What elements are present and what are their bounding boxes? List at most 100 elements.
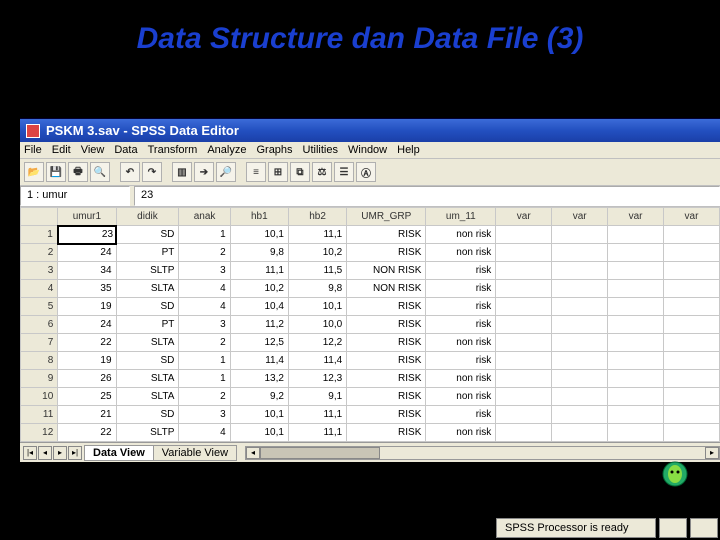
row-header[interactable]: 6 (21, 316, 58, 334)
row-header[interactable]: 3 (21, 262, 58, 280)
cell[interactable]: 12,2 (288, 334, 346, 352)
cell[interactable]: risk (426, 352, 496, 370)
cell[interactable]: risk (426, 316, 496, 334)
cell[interactable]: 11,1 (288, 424, 346, 442)
cell[interactable] (664, 226, 720, 244)
cell[interactable] (496, 244, 552, 262)
cell[interactable]: non risk (426, 334, 496, 352)
cell[interactable]: 10,2 (288, 244, 346, 262)
office-assistant-icon[interactable] (660, 459, 690, 489)
row-header[interactable]: 11 (21, 406, 58, 424)
cell[interactable] (496, 262, 552, 280)
window-titlebar[interactable]: PSKM 3.sav - SPSS Data Editor (20, 119, 720, 142)
cell[interactable]: 11,1 (288, 406, 346, 424)
cell[interactable] (664, 352, 720, 370)
row-header[interactable]: 5 (21, 298, 58, 316)
cell[interactable] (552, 262, 608, 280)
scroll-left-icon[interactable]: ◂ (246, 447, 260, 459)
cell[interactable]: 3 (179, 406, 230, 424)
cell[interactable]: SLTP (116, 424, 179, 442)
cell[interactable] (664, 298, 720, 316)
cell[interactable] (496, 370, 552, 388)
cell[interactable]: SLTA (116, 334, 179, 352)
cell[interactable]: 10,1 (288, 298, 346, 316)
chart-icon[interactable]: ▥ (172, 162, 192, 182)
cell[interactable] (664, 424, 720, 442)
save-icon[interactable]: 💾 (46, 162, 66, 182)
tab-variable-view[interactable]: Variable View (153, 445, 237, 461)
horizontal-scrollbar[interactable]: ◂ ▸ (245, 446, 720, 460)
scroll-thumb[interactable] (260, 447, 380, 459)
cell[interactable]: 23 (58, 226, 116, 244)
undo-icon[interactable]: ↶ (120, 162, 140, 182)
nav-last-icon[interactable]: ▸| (68, 446, 82, 460)
cell[interactable] (552, 316, 608, 334)
col-header[interactable]: UMR_GRP (347, 208, 426, 226)
row-header[interactable]: 8 (21, 352, 58, 370)
cell[interactable]: SD (116, 352, 179, 370)
row-header[interactable]: 9 (21, 370, 58, 388)
cell[interactable]: PT (116, 244, 179, 262)
cell[interactable]: 12,5 (230, 334, 288, 352)
cell[interactable]: 11,5 (288, 262, 346, 280)
cell[interactable] (496, 280, 552, 298)
cell[interactable]: 12,3 (288, 370, 346, 388)
cell[interactable] (608, 244, 664, 262)
cell[interactable] (496, 226, 552, 244)
cell[interactable] (608, 388, 664, 406)
cell[interactable] (496, 388, 552, 406)
cell[interactable]: NON RISK (347, 280, 426, 298)
col-header[interactable]: var (552, 208, 608, 226)
menu-window[interactable]: Window (348, 144, 387, 156)
select-icon[interactable]: ☰ (334, 162, 354, 182)
cell[interactable] (664, 280, 720, 298)
cell[interactable] (496, 424, 552, 442)
corner-cell[interactable] (21, 208, 58, 226)
cell[interactable]: risk (426, 298, 496, 316)
cell[interactable]: 10,2 (230, 280, 288, 298)
nav-first-icon[interactable]: |◂ (23, 446, 37, 460)
cell[interactable]: SLTA (116, 370, 179, 388)
cell[interactable]: non risk (426, 424, 496, 442)
insert-var-icon[interactable]: ⊞ (268, 162, 288, 182)
cell[interactable]: 22 (58, 424, 116, 442)
cell[interactable]: 25 (58, 388, 116, 406)
cell[interactable]: 10,1 (230, 406, 288, 424)
cell[interactable]: SLTP (116, 262, 179, 280)
col-header[interactable]: var (608, 208, 664, 226)
cell[interactable]: risk (426, 280, 496, 298)
row-header[interactable]: 4 (21, 280, 58, 298)
cell[interactable]: 10,4 (230, 298, 288, 316)
cell[interactable]: 3 (179, 316, 230, 334)
menu-help[interactable]: Help (397, 144, 420, 156)
cell[interactable] (552, 298, 608, 316)
cell[interactable]: 11,1 (230, 262, 288, 280)
cell[interactable]: RISK (347, 406, 426, 424)
cell[interactable] (664, 316, 720, 334)
cell[interactable]: 4 (179, 280, 230, 298)
cell[interactable] (608, 298, 664, 316)
cell[interactable] (496, 406, 552, 424)
cell[interactable]: non risk (426, 370, 496, 388)
cell[interactable]: 4 (179, 424, 230, 442)
menu-analyze[interactable]: Analyze (207, 144, 246, 156)
redo-icon[interactable]: ↷ (142, 162, 162, 182)
cell[interactable]: 10,0 (288, 316, 346, 334)
cell[interactable] (552, 370, 608, 388)
cell[interactable]: 2 (179, 244, 230, 262)
col-header[interactable]: umur1 (58, 208, 116, 226)
cell[interactable]: risk (426, 406, 496, 424)
cell[interactable]: SD (116, 226, 179, 244)
preview-icon[interactable]: 🔍 (90, 162, 110, 182)
cell[interactable] (552, 352, 608, 370)
cell[interactable] (552, 334, 608, 352)
menu-transform[interactable]: Transform (148, 144, 198, 156)
cell[interactable]: 1 (179, 226, 230, 244)
cell[interactable]: 19 (58, 298, 116, 316)
find-icon[interactable]: 🔎 (216, 162, 236, 182)
cell[interactable]: 22 (58, 334, 116, 352)
cell[interactable]: 10,1 (230, 226, 288, 244)
cell[interactable] (608, 370, 664, 388)
cell[interactable]: 11,2 (230, 316, 288, 334)
cell[interactable] (608, 262, 664, 280)
